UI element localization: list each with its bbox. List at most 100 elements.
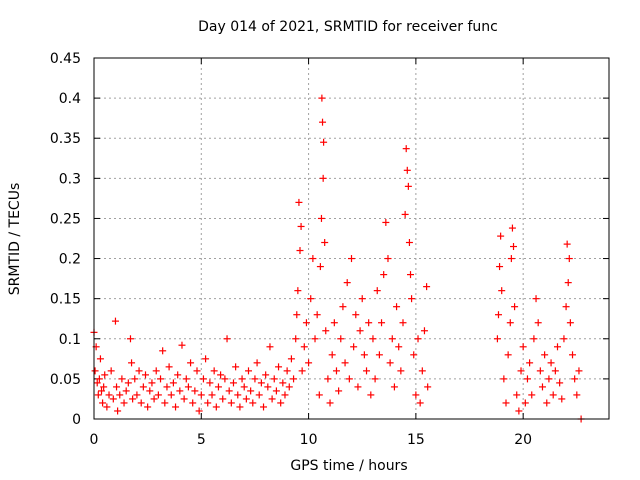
- data-point: [405, 239, 413, 247]
- data-point: [94, 391, 102, 399]
- data-point: [563, 240, 571, 248]
- data-point: [345, 375, 353, 383]
- data-point: [124, 379, 132, 387]
- data-point: [95, 375, 103, 383]
- data-point: [148, 379, 156, 387]
- data-point: [412, 391, 420, 399]
- data-point: [404, 182, 412, 190]
- data-point: [184, 383, 192, 391]
- data-point: [264, 383, 272, 391]
- data-point: [521, 399, 529, 407]
- data-point: [418, 367, 426, 375]
- data-point: [551, 367, 559, 375]
- data-point: [321, 239, 329, 247]
- data-point: [343, 279, 351, 287]
- data-point: [350, 343, 358, 351]
- data-point: [356, 327, 364, 335]
- data-point: [93, 379, 101, 387]
- data-point: [236, 403, 244, 411]
- data-point: [212, 403, 220, 411]
- data-point: [279, 379, 287, 387]
- data-point: [253, 359, 261, 367]
- y-tick-label: 0.25: [50, 211, 81, 227]
- data-point: [116, 391, 124, 399]
- data-point: [91, 367, 99, 375]
- data-point: [371, 375, 379, 383]
- data-point: [172, 403, 180, 411]
- data-point: [313, 311, 321, 319]
- data-point: [507, 255, 515, 263]
- data-point: [322, 327, 330, 335]
- data-point: [382, 218, 390, 226]
- data-point: [316, 263, 324, 271]
- data-point: [283, 367, 291, 375]
- data-point: [146, 387, 154, 395]
- data-point: [260, 403, 268, 411]
- x-axis-label: GPS time / hours: [290, 458, 407, 474]
- data-point: [496, 263, 504, 271]
- plot-frame: [93, 57, 610, 420]
- data-point: [96, 355, 104, 363]
- data-point: [118, 375, 126, 383]
- data-point: [564, 279, 572, 287]
- data-point: [159, 347, 167, 355]
- data-point: [223, 335, 231, 343]
- data-point: [558, 395, 566, 403]
- data-point: [161, 399, 169, 407]
- data-point: [225, 387, 233, 395]
- data-point: [536, 367, 544, 375]
- data-point: [504, 351, 512, 359]
- data-point: [378, 319, 386, 327]
- data-point: [210, 367, 218, 375]
- data-point: [305, 359, 313, 367]
- x-tick-label: 5: [197, 432, 206, 448]
- x-tick-label: 10: [300, 432, 318, 448]
- data-point: [187, 359, 195, 367]
- data-point: [113, 383, 121, 391]
- data-point: [257, 379, 265, 387]
- data-point: [139, 383, 147, 391]
- data-point: [144, 403, 152, 411]
- data-point: [566, 319, 574, 327]
- data-point: [232, 363, 240, 371]
- data-point: [128, 359, 136, 367]
- data-point: [420, 327, 428, 335]
- data-point: [240, 383, 248, 391]
- axis-ticks: 0 0.05 0.1 0.15 0.2 0.25 0.3 0.35 0.4 0.45 0 5 10 15 2…: [50, 51, 609, 448]
- data-point: [109, 395, 117, 403]
- data-point: [530, 335, 538, 343]
- data-point: [251, 375, 259, 383]
- data-point: [298, 367, 306, 375]
- data-point: [348, 255, 355, 263]
- data-point: [111, 317, 119, 325]
- data-point: [311, 335, 319, 343]
- data-point: [367, 391, 375, 399]
- x-tick-label: 15: [407, 432, 425, 448]
- data-point: [330, 319, 338, 327]
- data-point: [375, 351, 383, 359]
- y-tick-label: 0.4: [59, 91, 81, 107]
- data-point: [390, 383, 398, 391]
- data-point: [219, 395, 227, 403]
- data-point: [545, 375, 553, 383]
- data-point: [163, 383, 171, 391]
- data-point: [399, 319, 407, 327]
- grid: [94, 58, 609, 419]
- data-point: [292, 335, 300, 343]
- data-point: [234, 391, 242, 399]
- data-point: [395, 343, 403, 351]
- data-point: [562, 303, 570, 311]
- data-point: [414, 335, 422, 343]
- data-point: [285, 383, 293, 391]
- data-point: [335, 387, 343, 395]
- data-point: [262, 371, 270, 379]
- data-point: [197, 391, 205, 399]
- data-point: [249, 399, 257, 407]
- y-tick-label: 0.05: [50, 372, 81, 388]
- y-tick-label: 0: [72, 412, 81, 428]
- data-point: [565, 255, 573, 263]
- data-point: [386, 359, 394, 367]
- y-tick-label: 0.1: [59, 332, 81, 348]
- data-point: [275, 363, 283, 371]
- data-point: [526, 359, 534, 367]
